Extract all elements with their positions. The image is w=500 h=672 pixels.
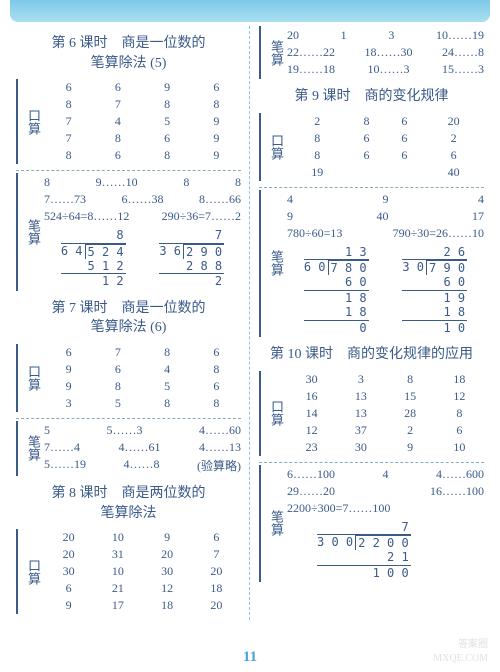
column-divider (249, 26, 251, 620)
section-label: 口算 (22, 79, 40, 164)
l7-kousuan: 口算 6786 9648 9856 3588 (16, 344, 241, 412)
title-line: 笔算除法 (101, 506, 157, 521)
lesson-6-title: 第 6 课时 商是一位数的 笔算除法 (5) (16, 34, 241, 73)
lesson-8-title: 第 8 课时 商是两位数的 笔算除法 (16, 484, 241, 523)
section-label: 笔算 (265, 26, 283, 79)
long-division: 7 3 62 9 0 2 8 8 2 (159, 228, 224, 289)
top-bisuan: 笔算 201310……19 22……2218……3024……8 19……1810… (259, 26, 484, 79)
title-line: 第 8 课时 商是两位数的 (52, 486, 206, 501)
title-line: 笔算除法 (5) (91, 56, 167, 71)
section-label: 笔算 (265, 465, 283, 583)
watermark: MXQE.COM (433, 653, 488, 664)
l10-kousuan: 口算 303818 16131512 1413288 123726 233091… (259, 371, 484, 456)
lesson-7-title: 第 7 课时 商是一位数的 笔算除法 (6) (16, 299, 241, 338)
title-line: 笔算除法 (6) (91, 320, 167, 335)
title-line: 第 6 课时 商是一位数的 (52, 36, 206, 51)
section-label: 口算 (22, 529, 40, 614)
watermark: 答案圈 (458, 635, 488, 650)
l9-kousuan: 口算 28620 8662 8666 1940 (259, 113, 484, 181)
left-column: 第 6 课时 商是一位数的 笔算除法 (5) 口算 6696 8788 7459… (10, 26, 247, 620)
title-line: 第 7 课时 商是一位数的 (52, 301, 206, 316)
lesson-9-title: 第 9 课时 商的变化规律 (259, 87, 484, 107)
header-bar (10, 0, 490, 22)
long-division: 1 3 6 07 8 0 6 0 1 8 1 8 0 (304, 245, 369, 335)
page-number: 11 (0, 649, 500, 666)
long-division: 8 6 45 2 4 5 1 2 1 2 (61, 228, 126, 289)
content-columns: 第 6 课时 商是一位数的 笔算除法 (5) 口算 6696 8788 7459… (0, 22, 500, 620)
right-column: 笔算 201310……19 22……2218……3024……8 19……1810… (253, 26, 490, 620)
l7-bisuan: 笔算 55……34……60 7……44……614……13 5……194……8(验… (16, 421, 241, 476)
l10-bisuan: 笔算 6……10044……600 29……2016……100 2200÷300=… (259, 465, 484, 583)
long-division: 7 3 0 02 2 0 0 2 1 1 0 0 (317, 520, 411, 581)
grid-table: 6696 8788 7459 7869 8689 (44, 79, 241, 164)
l6-bisuan: 笔算 89……1088 7……736……388……66 524÷64=8……12… (16, 173, 241, 291)
section-label: 笔算 (22, 173, 40, 291)
long-division: 2 6 3 07 9 0 6 0 1 9 1 8 1 0 (402, 245, 467, 335)
section-label: 口算 (22, 344, 40, 412)
lesson-10-title: 第 10 课时 商的变化规律的应用 (259, 345, 484, 365)
section-label: 笔算 (265, 190, 283, 337)
l9-bisuan: 笔算 494 94017 780÷60=13790÷30=26……10 1 3 … (259, 190, 484, 337)
section-label: 口算 (265, 371, 283, 456)
l6-kousuan: 口算 6696 8788 7459 7869 8689 (16, 79, 241, 164)
section-label: 笔算 (22, 421, 40, 476)
section-label: 口算 (265, 113, 283, 181)
l8-kousuan: 口算 201096 2031207 30103020 6211218 91718… (16, 529, 241, 614)
